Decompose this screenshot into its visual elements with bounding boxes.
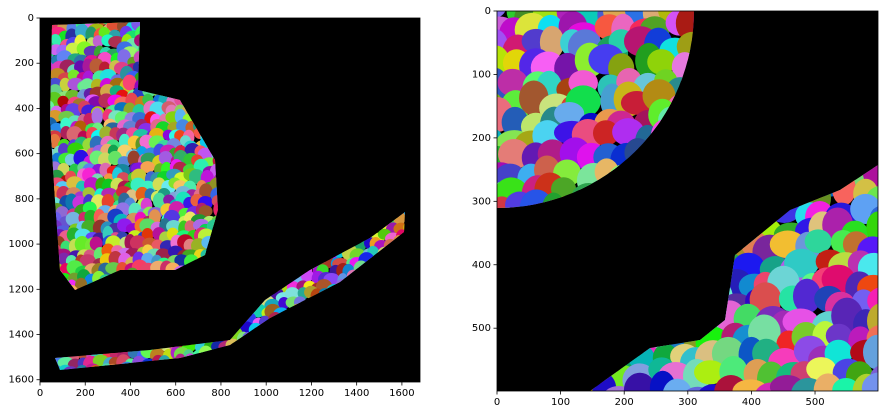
y-tick-label: 1200 [9,284,34,295]
segment [813,373,843,391]
segment [832,377,860,391]
segment [498,138,530,170]
x-tick-label: 500 [805,397,824,408]
segment [662,378,693,391]
segment [497,45,510,76]
segment [235,382,249,397]
segment [861,372,878,391]
x-tick-label: 200 [76,388,95,399]
y-tick-label: 1000 [9,239,34,250]
segment [649,370,676,391]
segment [554,101,585,126]
x-tick-label: 1400 [344,388,369,399]
x-tick-label: 300 [678,397,697,408]
x-tick-label: 0 [37,388,43,399]
x-tick-label: 400 [121,388,140,399]
segment [732,379,769,391]
axes-frame [39,17,421,383]
segment [792,278,822,314]
x-tick-label: 1600 [389,388,414,399]
x-tick-label: 100 [551,397,570,408]
segment [65,211,81,227]
segment [694,360,727,385]
x-tick-label: 600 [166,388,185,399]
y-tick-label: 100 [472,69,491,80]
segment [393,222,405,235]
segment [129,235,147,250]
segment [44,383,58,396]
segment [497,11,507,19]
segment [140,161,155,174]
segment [49,381,62,396]
y-tick-label: 1400 [9,330,34,341]
segment [328,380,341,396]
segment [50,133,61,149]
segment [127,150,140,167]
y-tick-label: 300 [472,196,491,207]
segment [862,334,878,370]
segment [539,25,565,59]
y-tick-label: 1600 [9,375,34,386]
x-tick-label: 1200 [299,388,324,399]
y-tick-label: 600 [15,149,34,160]
y-tick-label: 400 [15,103,34,114]
x-tick-label: 800 [211,388,230,399]
x-tick-label: 400 [742,397,761,408]
y-tick-label: 200 [15,58,34,69]
x-tick-label: 0 [494,397,500,408]
y-tick-label: 200 [472,133,491,144]
y-tick-label: 0 [485,6,491,17]
segment [647,49,676,75]
segment [158,151,173,165]
x-tick-label: 200 [615,397,634,408]
segment [199,183,213,200]
segment [152,192,166,209]
segment [59,77,71,92]
segment [91,107,103,125]
segment [370,383,382,396]
x-tick-label: 1000 [253,388,278,399]
y-tick-label: 800 [15,194,34,205]
segment [198,205,213,217]
segment [866,211,878,244]
segment [284,380,295,393]
segment [623,372,656,391]
segment [592,120,619,147]
y-tick-label: 500 [472,323,491,334]
segment [804,229,832,254]
segment [122,74,137,91]
segment [110,383,121,397]
segment [92,35,104,48]
y-tick-label: 0 [28,13,34,24]
y-tick-label: 400 [472,260,491,271]
segment [769,374,805,391]
segment [497,68,528,97]
